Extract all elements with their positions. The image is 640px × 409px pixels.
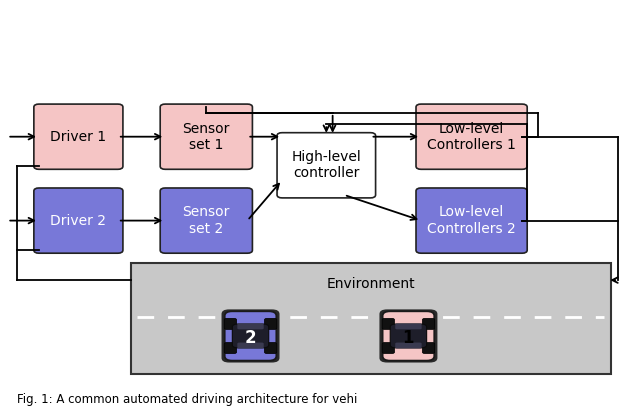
Text: 1: 1 xyxy=(403,329,414,347)
Text: Sensor
set 1: Sensor set 1 xyxy=(182,121,230,152)
FancyBboxPatch shape xyxy=(416,104,527,169)
FancyBboxPatch shape xyxy=(390,324,427,348)
FancyBboxPatch shape xyxy=(264,342,276,353)
Text: Environment: Environment xyxy=(326,277,415,291)
FancyBboxPatch shape xyxy=(221,309,280,362)
FancyBboxPatch shape xyxy=(225,311,276,361)
FancyBboxPatch shape xyxy=(382,318,394,329)
FancyBboxPatch shape xyxy=(34,104,123,169)
FancyBboxPatch shape xyxy=(264,318,276,329)
FancyBboxPatch shape xyxy=(237,343,264,348)
Text: Low-level
Controllers 1: Low-level Controllers 1 xyxy=(427,121,516,152)
FancyBboxPatch shape xyxy=(232,324,269,348)
FancyBboxPatch shape xyxy=(34,188,123,253)
FancyBboxPatch shape xyxy=(422,342,435,353)
Text: 2: 2 xyxy=(244,329,257,347)
FancyBboxPatch shape xyxy=(224,342,237,353)
FancyBboxPatch shape xyxy=(131,263,611,374)
FancyBboxPatch shape xyxy=(383,311,435,361)
Text: Fig. 1: A common automated driving architecture for vehi: Fig. 1: A common automated driving archi… xyxy=(17,393,357,406)
FancyBboxPatch shape xyxy=(237,324,264,329)
Text: Low-level
Controllers 2: Low-level Controllers 2 xyxy=(428,205,516,236)
FancyBboxPatch shape xyxy=(396,324,422,329)
FancyBboxPatch shape xyxy=(160,188,252,253)
Text: High-level
controller: High-level controller xyxy=(291,150,361,180)
FancyBboxPatch shape xyxy=(396,343,422,348)
FancyBboxPatch shape xyxy=(224,318,237,329)
FancyBboxPatch shape xyxy=(277,133,376,198)
FancyBboxPatch shape xyxy=(382,342,394,353)
Text: Driver 1: Driver 1 xyxy=(51,130,106,144)
FancyBboxPatch shape xyxy=(160,104,252,169)
Text: Driver 2: Driver 2 xyxy=(51,213,106,227)
FancyBboxPatch shape xyxy=(422,318,435,329)
FancyBboxPatch shape xyxy=(380,309,437,362)
FancyBboxPatch shape xyxy=(416,188,527,253)
Text: Sensor
set 2: Sensor set 2 xyxy=(182,205,230,236)
